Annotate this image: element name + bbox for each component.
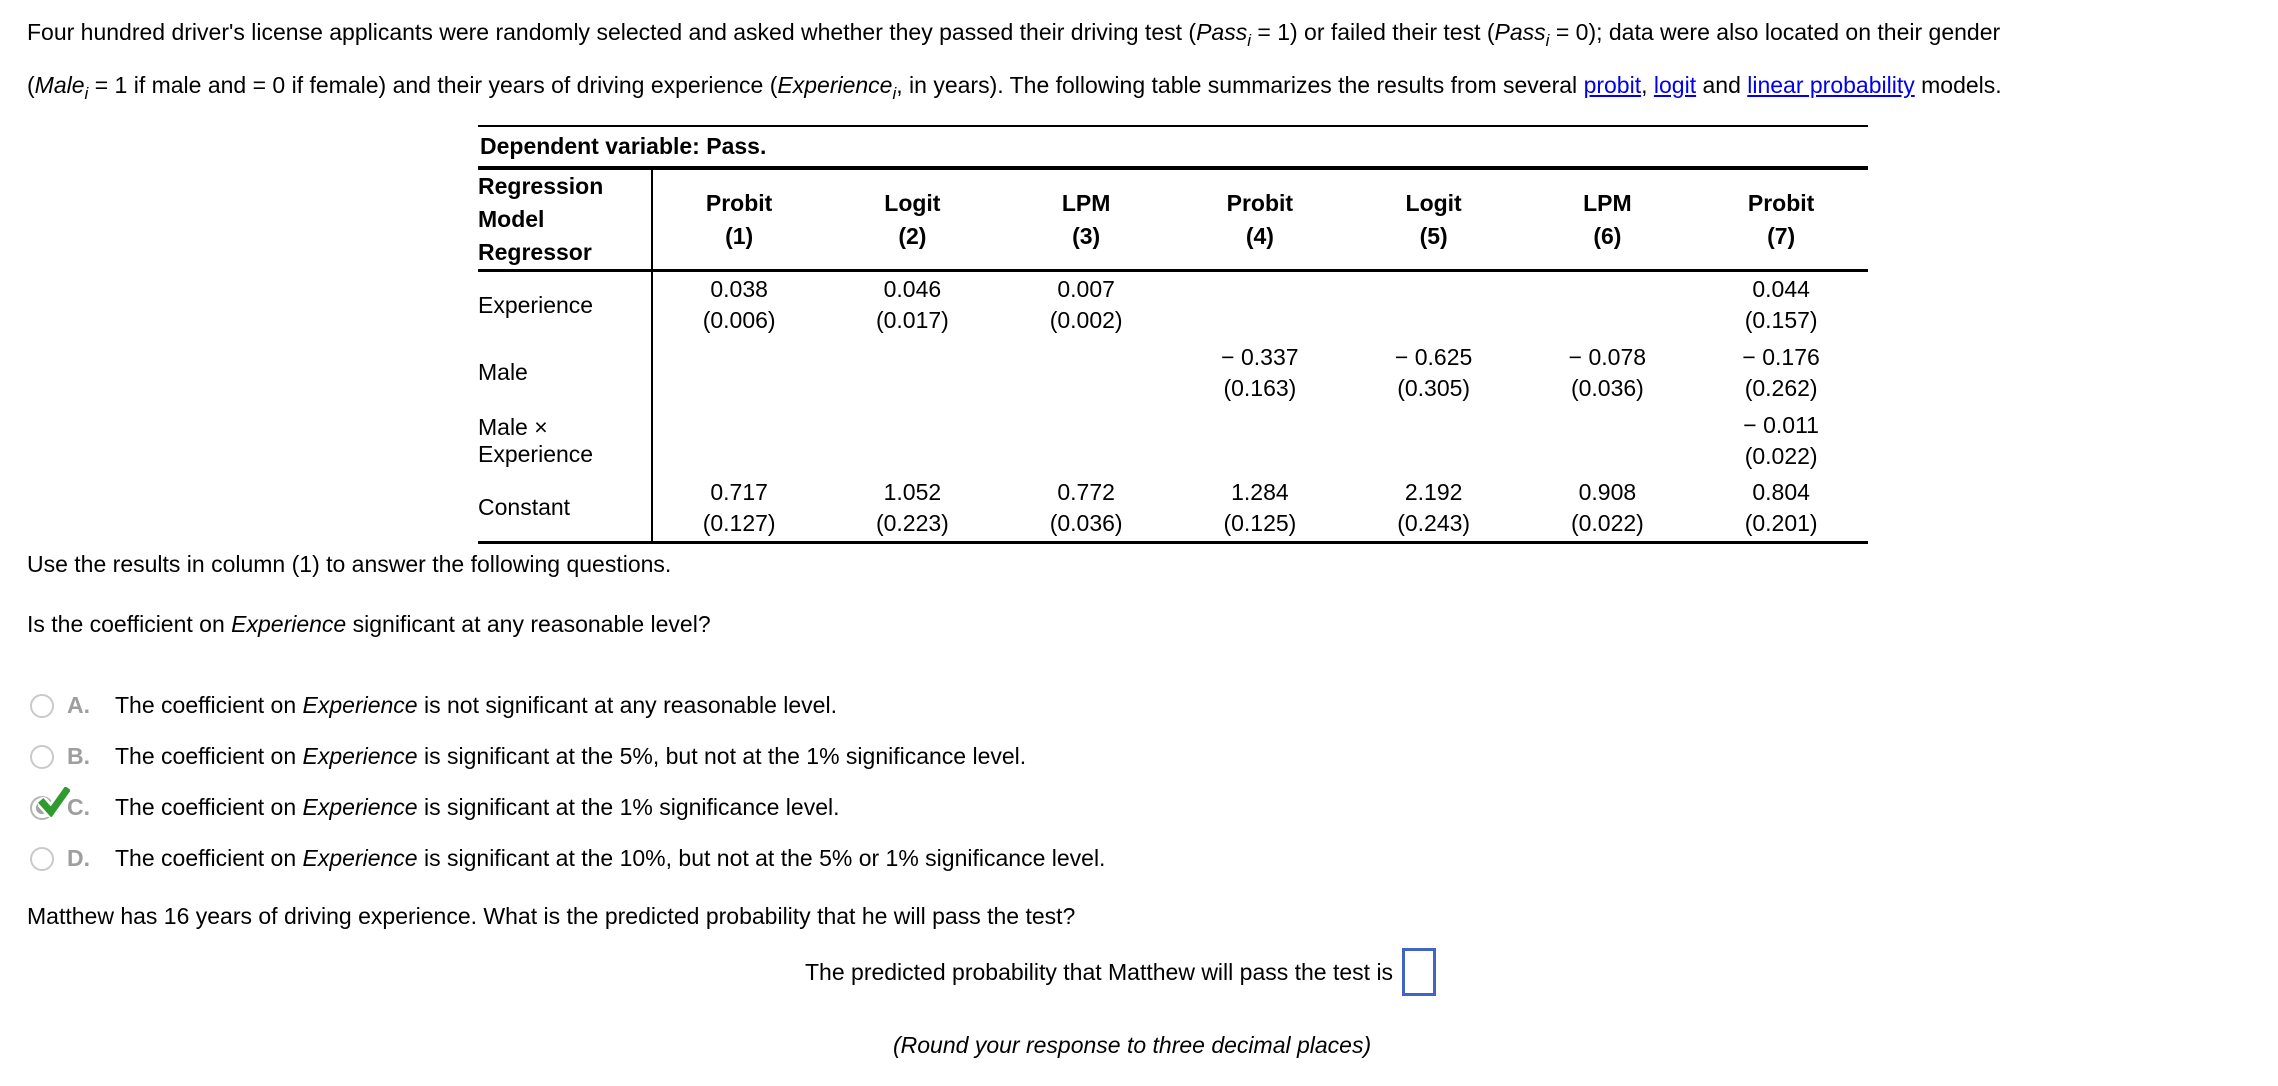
option-letter: A. [67, 692, 90, 718]
option-row-c[interactable]: C. The coefficient on Experience is signi… [27, 782, 1105, 833]
options-group: A. The coefficient on Experience is not s… [27, 680, 1105, 884]
instructions-text: Use the results in column (1) to answer … [27, 551, 672, 577]
coefficient-cell: − 0.176 (0.262) [1742, 343, 1820, 401]
radio-icon[interactable] [30, 846, 54, 871]
dependent-variable-row: Dependent variable: Pass. [478, 125, 1868, 170]
coefficient-cell: − 0.011 (0.022) [1743, 411, 1819, 469]
table-row: Male × Experience − 0.011 (0.022) [478, 406, 1868, 475]
intro-line-1: Four hundred driver's license applicants… [27, 19, 2001, 50]
question2-text: Matthew has 16 years of driving experien… [27, 903, 1076, 929]
radio-selected-icon[interactable] [30, 786, 70, 820]
answer-input[interactable] [1402, 948, 1437, 996]
option-letter: C. [67, 794, 90, 820]
coefficient-cell: 0.772 (0.036) [999, 474, 1173, 544]
round-note: (Round your response to three decimal pl… [893, 1032, 1372, 1058]
intro-paragraph: Four hundred driver's license applicants… [27, 10, 2267, 116]
option-row-b[interactable]: B. The coefficient on Experience is signi… [27, 731, 1105, 782]
answer-line: The predicted probability that Matthew w… [805, 948, 1437, 996]
coefficient-cell [650, 406, 826, 475]
coefficient-cell [826, 339, 1000, 407]
table-header-row: Regression Model Regressor Probit (1) Logi… [478, 168, 1868, 272]
coefficient-cell: 0.007 (0.002) [1049, 276, 1123, 334]
table-row: Experience 0.038 (0.006) 0.046 (0.017) 0.007(… [478, 270, 1868, 339]
option-text: The coefficient on Experience is not sig… [115, 692, 837, 718]
coefficient-cell [1347, 271, 1521, 339]
column-header: LPM (3) [999, 168, 1173, 272]
coefficient-cell: − 0.078 (0.036) [1568, 343, 1647, 401]
column-header: Probit (1) [650, 168, 826, 272]
coefficient-cell [1347, 407, 1521, 475]
coefficient-cell: 0.717 (0.127) [650, 474, 826, 544]
option-row-a[interactable]: A. The coefficient on Experience is not s… [27, 680, 1105, 731]
intro-line-2: (Malei = 1 if male and = 0 if female) an… [27, 72, 2002, 103]
option-row-d[interactable]: D. The coefficient on Experience is signi… [27, 833, 1105, 884]
option-letter: B. [67, 743, 90, 769]
column-header: Logit (2) [825, 168, 1000, 272]
coefficient-cell [650, 338, 826, 407]
coefficient-cell [1521, 407, 1695, 475]
regressor-row-label: Experience [478, 291, 594, 318]
regression-model-label: Regression Model [478, 173, 604, 232]
regressor-row-label: Constant [478, 474, 652, 544]
radio-icon[interactable] [30, 693, 54, 718]
radio-icon[interactable] [30, 744, 54, 769]
coefficient-cell [999, 339, 1173, 407]
coefficient-cell [999, 407, 1173, 475]
coefficient-cell: 0.046 (0.017) [875, 276, 949, 334]
option-letter: D. [67, 845, 90, 871]
coefficient-cell [1521, 271, 1695, 339]
coefficient-cell: 1.052 (0.223) [825, 474, 1000, 544]
correct-check-icon [38, 786, 70, 817]
column-header: Probit (7) [1694, 168, 1868, 272]
table-row: Male − 0.337 (0.163) − 0.625 (0.305) − 0.078(… [478, 338, 1868, 407]
option-text: The coefficient on Experience is signifi… [115, 794, 840, 820]
coefficient-cell: 2.192 (0.243) [1346, 474, 1521, 544]
regressor-row-label: Male [478, 359, 528, 385]
coefficient-cell: − 0.625 (0.305) [1394, 343, 1473, 401]
column-header: Probit (4) [1173, 168, 1347, 272]
question1-text: Is the coefficient on Experience signifi… [27, 611, 711, 637]
coefficient-cell: 0.804 (0.201) [1694, 474, 1868, 544]
coefficient-cell: − 0.337 (0.163) [1221, 343, 1299, 401]
dependent-variable-label: Dependent variable: Pass. [478, 125, 1868, 170]
coefficient-cell [1173, 271, 1347, 339]
column-header: LPM (6) [1520, 168, 1695, 272]
regression-table: Dependent variable: Pass. Regression Mod… [478, 125, 1868, 544]
coefficient-cell: 0.044 (0.157) [1744, 276, 1818, 334]
definition-link[interactable]: logit [1653, 72, 1697, 98]
regressor-header: Regression Model Regressor [478, 168, 652, 272]
definition-link[interactable]: probit [1583, 72, 1642, 98]
coefficient-cell [1173, 407, 1347, 475]
coefficient-cell: 0.038 (0.006) [650, 270, 826, 339]
regressor-label: Regressor [478, 239, 592, 265]
table-row: Constant 0.717 (0.127) 1.052 (0.223) 0.772 (0.… [478, 474, 1868, 544]
coefficient-cell [826, 407, 1000, 475]
option-text: The coefficient on Experience is signifi… [115, 845, 1106, 871]
definition-link[interactable]: linear probability [1747, 72, 1915, 98]
coefficient-cell: 1.284 (0.125) [1173, 474, 1347, 544]
column-header: Logit (5) [1346, 168, 1521, 272]
regressor-row-label: Male × Experience [478, 413, 594, 467]
option-text: The coefficient on Experience is signifi… [115, 743, 1027, 769]
coefficient-cell: 0.908 (0.022) [1520, 474, 1695, 544]
answer-line-text: The predicted probability that Matthew w… [805, 958, 1394, 985]
